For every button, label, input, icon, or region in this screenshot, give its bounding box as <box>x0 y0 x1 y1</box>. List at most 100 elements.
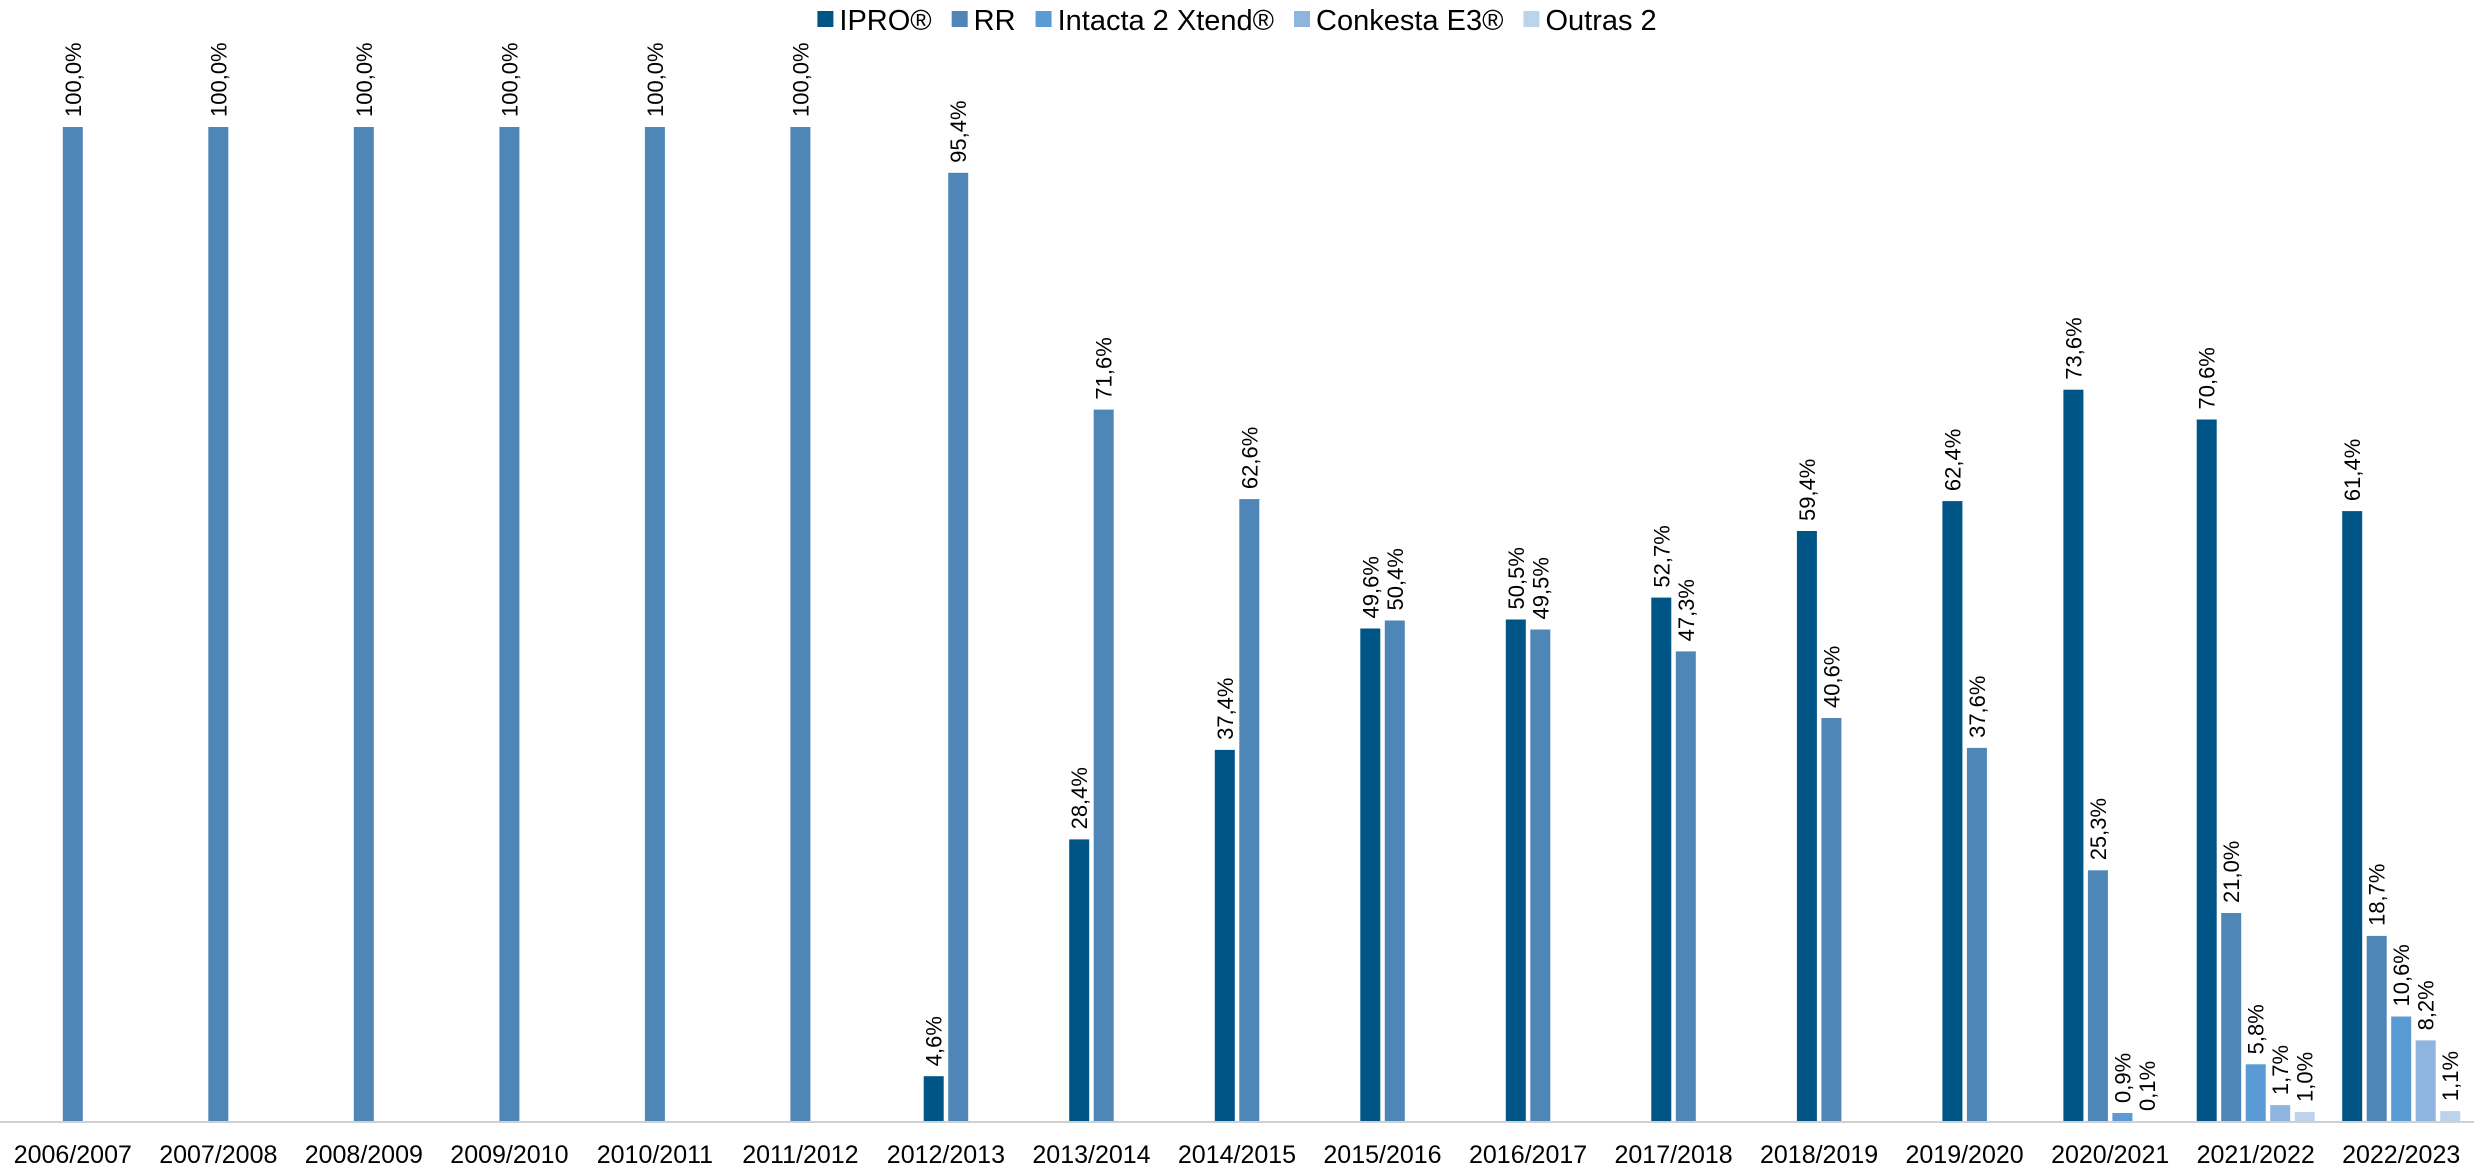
data-label: 8,2% <box>2414 980 2439 1030</box>
data-label: 28,4% <box>1067 767 1092 829</box>
bar-rr-2010-2011 <box>644 127 665 1122</box>
bar-ipro-2018-2019 <box>1796 531 1817 1122</box>
legend: IPRO® RR Intacta 2 Xtend® Conkesta E3® Outra… <box>817 5 1657 37</box>
bar-rr-2014-2015 <box>1239 499 1260 1123</box>
data-label: 49,5% <box>1528 557 1553 619</box>
data-label: 73,6% <box>2061 317 2086 379</box>
data-label: 61,4% <box>2340 439 2365 501</box>
data-label: 62,4% <box>1940 429 1965 491</box>
bar-intacta-2-xtend-2022-2023 <box>2391 1016 2412 1122</box>
x-tick-label: 2014/2015 <box>1178 1141 1296 1169</box>
data-label: 21,0% <box>2219 841 2244 903</box>
legend-swatch <box>1294 11 1311 27</box>
legend-label: Intacta 2 Xtend® <box>1058 5 1274 37</box>
x-tick-label: 2011/2012 <box>742 1141 858 1169</box>
bar-intacta-2-xtend-2021-2022 <box>2245 1064 2266 1122</box>
data-label: 100,0% <box>497 42 522 117</box>
bar-ipro-2016-2017 <box>1505 619 1526 1122</box>
bar-rr-2015-2016 <box>1384 620 1405 1122</box>
x-tick-label: 2020/2021 <box>2051 1141 2169 1169</box>
data-label: 100,0% <box>643 42 668 117</box>
legend-item-conkesta-e3: Conkesta E3® <box>1294 5 1503 37</box>
legend-label: IPRO® <box>839 5 931 37</box>
bar-rr-2009-2010 <box>499 127 520 1122</box>
legend-label: Conkesta E3® <box>1316 5 1503 37</box>
bar-conkesta-e3-2022-2023 <box>2415 1040 2436 1122</box>
bar-ipro-2015-2016 <box>1360 628 1381 1122</box>
data-label: 52,7% <box>1649 525 1674 587</box>
data-label: 47,3% <box>1674 579 1699 641</box>
data-label: 100,0% <box>788 42 813 117</box>
data-label: 40,6% <box>1819 646 1844 708</box>
data-label: 100,0% <box>206 42 231 117</box>
bar-rr-2011-2012 <box>790 127 811 1122</box>
bar-rr-2012-2013 <box>948 172 969 1123</box>
data-label: 50,4% <box>1383 548 1408 610</box>
bar-outras-2-2022-2023 <box>2440 1111 2461 1122</box>
bar-rr-2019-2020 <box>1966 747 1987 1122</box>
legend-label: RR <box>974 5 1016 37</box>
data-label: 0,9% <box>2110 1053 2135 1103</box>
data-label: 37,4% <box>1213 678 1238 740</box>
bar-rr-2007-2008 <box>208 127 229 1122</box>
bar-rr-2020-2021 <box>2087 870 2108 1122</box>
x-tick-label: 2022/2023 <box>2342 1141 2460 1169</box>
legend-label: Outras 2 <box>1545 5 1656 37</box>
data-label: 25,3% <box>2086 798 2111 860</box>
bar-ipro-2022-2023 <box>2342 511 2363 1123</box>
data-label: 70,6% <box>2195 347 2220 409</box>
x-tick-label: 2017/2018 <box>1615 1141 1733 1169</box>
bar-conkesta-e3-2021-2022 <box>2270 1105 2291 1122</box>
legend-swatch <box>951 11 968 27</box>
bar-ipro-2012-2013 <box>923 1076 944 1122</box>
data-label: 1,1% <box>2438 1051 2463 1101</box>
legend-swatch <box>817 11 834 27</box>
bar-rr-2016-2017 <box>1530 629 1551 1122</box>
x-tick-label: 2018/2019 <box>1760 1141 1878 1169</box>
data-label: 100,0% <box>61 42 86 117</box>
bar-rr-2006-2007 <box>62 127 83 1122</box>
legend-item-rr: RR <box>951 5 1016 37</box>
x-tick-label: 2013/2014 <box>1032 1141 1150 1169</box>
bar-rr-2013-2014 <box>1093 409 1114 1123</box>
data-label: 95,4% <box>946 100 971 162</box>
bar-rr-2008-2009 <box>353 127 374 1122</box>
x-tick-label: 2010/2011 <box>597 1141 713 1169</box>
x-tick-label: 2006/2007 <box>14 1141 132 1169</box>
data-label: 62,6% <box>1237 427 1262 489</box>
x-tick-label: 2009/2010 <box>450 1141 568 1169</box>
data-label: 50,5% <box>1504 547 1529 609</box>
legend-swatch <box>1035 11 1052 27</box>
bar-ipro-2014-2015 <box>1214 749 1235 1122</box>
bar-rr-2021-2022 <box>2221 913 2242 1122</box>
bar-ipro-2021-2022 <box>2196 419 2217 1122</box>
bar-ipro-2020-2021 <box>2063 389 2084 1122</box>
x-tick-label: 2016/2017 <box>1469 1141 1587 1169</box>
x-tick-label: 2007/2008 <box>159 1141 277 1169</box>
bar-ipro-2019-2020 <box>1942 501 1963 1123</box>
data-label: 59,4% <box>1795 459 1820 521</box>
legend-item-ipro: IPRO® <box>817 5 932 37</box>
data-label: 1,7% <box>2268 1045 2293 1095</box>
data-label: 1,0% <box>2293 1052 2318 1102</box>
x-tick-label: 2021/2022 <box>2197 1141 2315 1169</box>
data-label: 18,7% <box>2365 864 2390 926</box>
x-tick-label: 2019/2020 <box>1906 1141 2024 1169</box>
legend-swatch <box>1523 11 1540 27</box>
bar-intacta-2-xtend-2020-2021 <box>2112 1113 2133 1122</box>
legend-item-outras-2: Outras 2 <box>1523 5 1657 37</box>
data-label: 10,6% <box>2389 944 2414 1006</box>
bar-outras-2-2021-2022 <box>2294 1112 2315 1122</box>
bar-rr-2018-2019 <box>1821 718 1842 1122</box>
bar-ipro-2013-2014 <box>1069 839 1090 1122</box>
data-label: 4,6% <box>922 1016 947 1066</box>
data-label: 0,1% <box>2135 1061 2160 1111</box>
data-label: 49,6% <box>1358 556 1383 618</box>
bars-layer <box>62 127 2461 1123</box>
data-label: 5,8% <box>2244 1004 2269 1054</box>
data-labels-layer: 100,0% 100,0% 100,0% 100,0% 100,0% 100,0% 4,6%… <box>61 42 2463 1111</box>
x-axis-tick-labels: 2006/2007 2007/2008 2008/2009 2009/2010 2010… <box>14 1141 2461 1169</box>
legend-item-intacta-2-xtend: Intacta 2 Xtend® <box>1035 5 1274 37</box>
bar-ipro-2017-2018 <box>1651 597 1672 1122</box>
